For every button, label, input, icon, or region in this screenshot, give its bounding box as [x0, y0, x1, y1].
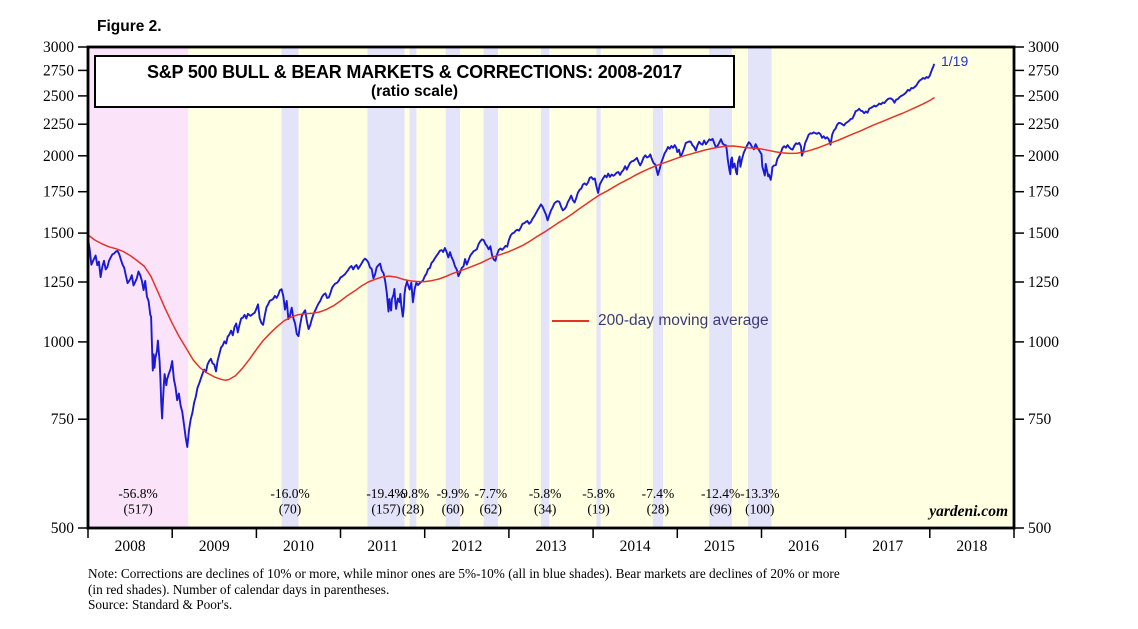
decline-days-label: (70)	[279, 502, 302, 517]
decline-days-label: (34)	[534, 502, 557, 517]
decline-pct-label: -12.4%	[701, 486, 740, 501]
decline-days-label: (19)	[587, 502, 610, 517]
x-axis-year-label: 2017	[872, 538, 903, 555]
chart-subtitle: (ratio scale)	[370, 83, 458, 100]
correction-band	[709, 47, 732, 528]
decline-days-label: (28)	[402, 502, 425, 517]
y-axis-label-left: 1750	[43, 184, 74, 201]
y-axis-label-right: 500	[1028, 520, 1052, 537]
decline-days-label: (28)	[647, 502, 670, 517]
bear-market-band	[88, 47, 189, 528]
correction-band	[445, 47, 461, 528]
y-axis-label-left: 1250	[43, 274, 74, 291]
plot-frame	[86, 45, 1016, 530]
decline-pct-label: -56.8%	[118, 486, 157, 501]
y-axis-label-right: 2250	[1028, 116, 1059, 133]
last-point-date-label: 1/19	[941, 53, 969, 69]
x-axis-year-label: 2013	[536, 538, 567, 555]
chart-title-box: S&P 500 BULL & BEAR MARKETS & CORRECTION…	[94, 55, 735, 108]
decline-pct-label: -7.7%	[474, 486, 507, 501]
decline-days-label: (517)	[123, 502, 152, 517]
footnote-line-2: (in red shades). Number of calendar days…	[88, 581, 390, 597]
y-axis-label-left: 2000	[43, 148, 74, 165]
y-axis-label-right: 1750	[1028, 184, 1059, 201]
chart-title: S&P 500 BULL & BEAR MARKETS & CORRECTION…	[146, 62, 683, 82]
y-axis-label-right: 3000	[1028, 39, 1059, 56]
x-axis-year-label: 2010	[283, 538, 314, 555]
x-axis-year-label: 2018	[956, 538, 987, 555]
decline-pct-label: -19.4%	[366, 486, 405, 501]
decline-pct-label: -5.8%	[582, 486, 615, 501]
decline-days-label: (96)	[709, 502, 732, 517]
correction-band	[281, 47, 299, 528]
source-line: Source: Standard & Poor's.	[88, 597, 233, 612]
x-axis-year-label: 2011	[367, 538, 397, 555]
y-axis-label-left: 500	[51, 520, 75, 537]
footnote-line-1: Note: Corrections are declines of 10% or…	[88, 566, 840, 581]
y-axis-label-right: 2750	[1028, 62, 1059, 79]
correction-band	[483, 47, 498, 528]
y-axis-label-left: 750	[51, 411, 75, 428]
x-axis-year-label: 2016	[788, 538, 819, 555]
decline-pct-label: -13.3%	[740, 486, 779, 501]
correction-band	[652, 47, 663, 528]
decline-pct-label: -16.0%	[270, 486, 309, 501]
y-axis-label-right: 1250	[1028, 274, 1059, 291]
moving-average-line	[87, 97, 935, 381]
decline-days-label: (100)	[745, 502, 774, 517]
footnote-block: Note: Corrections are declines of 10% or…	[88, 566, 1048, 613]
x-axis-year-label: 2014	[620, 538, 651, 555]
x-axis-year-label: 2015	[704, 538, 735, 555]
y-axis-label-left: 1500	[43, 225, 74, 242]
decline-days-label: (60)	[442, 502, 465, 517]
x-axis-year-label: 2012	[451, 538, 482, 555]
correction-band	[747, 47, 772, 528]
correction-band	[409, 47, 417, 528]
y-axis-label-right: 750	[1028, 411, 1052, 428]
plot-background	[88, 47, 1014, 528]
decline-pct-label: -9.8%	[397, 486, 430, 501]
legend-label: 200-day moving average	[598, 312, 769, 329]
correction-band	[596, 47, 601, 528]
y-axis-label-right: 2000	[1028, 148, 1059, 165]
y-axis-label-left: 2500	[43, 88, 74, 105]
y-axis-label-right: 1000	[1028, 334, 1059, 351]
correction-band	[540, 47, 550, 528]
decline-pct-label: -5.8%	[529, 486, 562, 501]
decline-pct-label: -9.9%	[437, 486, 470, 501]
y-axis-label-left: 3000	[43, 39, 74, 56]
legend: 200-day moving average	[552, 312, 769, 330]
y-axis-label-left: 2250	[43, 116, 74, 133]
y-axis-label-left: 1000	[43, 334, 74, 351]
x-axis-year-label: 2008	[115, 538, 146, 555]
sp500-price-line	[87, 63, 935, 448]
y-axis-label-right: 2500	[1028, 88, 1059, 105]
decline-pct-label: -7.4%	[642, 486, 675, 501]
yardeni-watermark: yardeni.com	[929, 503, 1008, 520]
moving-average-line-swatch	[552, 320, 589, 322]
y-axis-label-left: 2750	[43, 62, 74, 79]
x-axis-year-label: 2009	[199, 538, 230, 555]
y-axis-label-right: 1500	[1028, 225, 1059, 242]
decline-days-label: (157)	[371, 502, 400, 517]
decline-days-label: (62)	[480, 502, 503, 517]
figure-label: Figure 2.	[97, 18, 162, 35]
